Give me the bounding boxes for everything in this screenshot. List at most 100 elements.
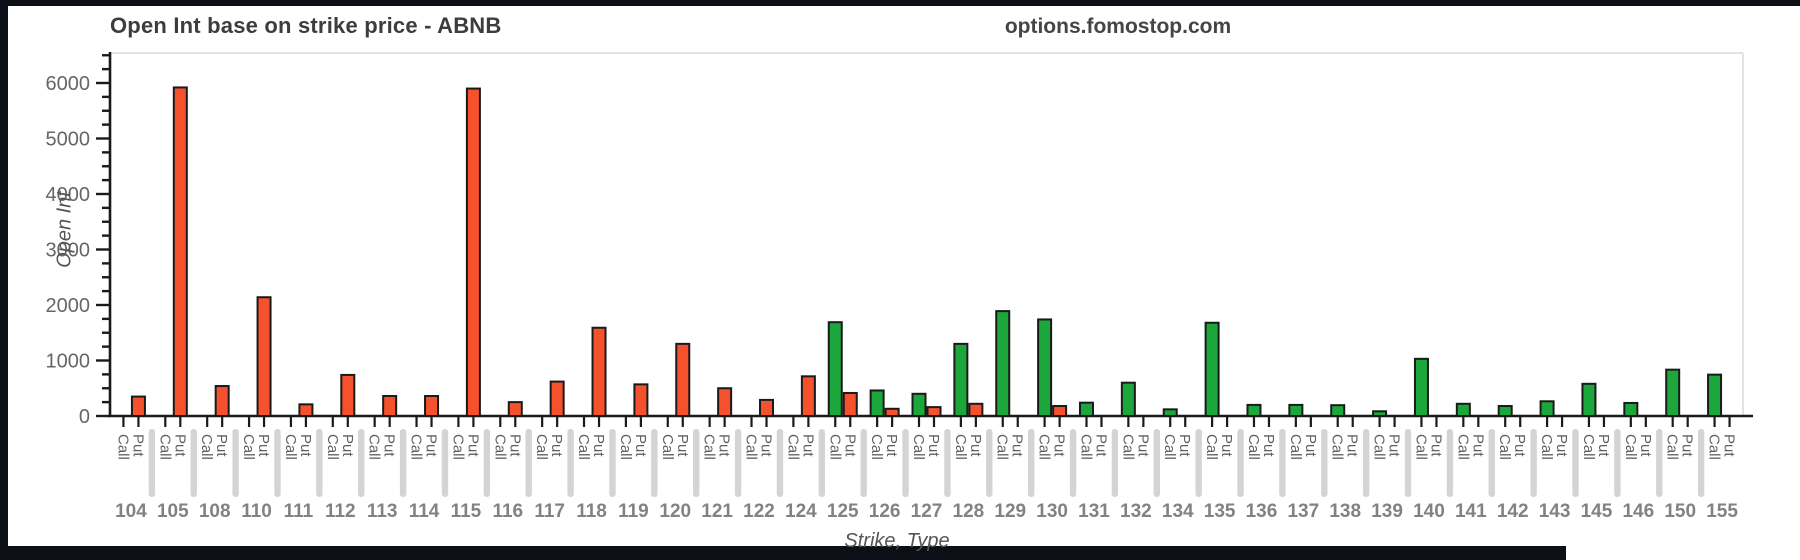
group-separator — [1404, 429, 1412, 497]
bar-put-122 — [759, 398, 775, 417]
group-separator — [693, 429, 700, 497]
bar-type-label: Call — [575, 434, 592, 460]
bar-type-label: Call — [659, 434, 676, 460]
group-separator — [1530, 429, 1537, 497]
bar-type-label: Put — [1092, 434, 1109, 457]
bar-type-label: Call — [114, 434, 131, 460]
bar-call-136 — [1246, 403, 1262, 417]
strike-label: 108 — [199, 501, 231, 522]
bar-put-116 — [507, 401, 523, 417]
bar-put-105 — [172, 86, 188, 417]
group-separator — [1321, 429, 1328, 497]
bar-put-128 — [968, 402, 984, 418]
strike-label: 118 — [576, 501, 607, 522]
bar-type-label: Call — [198, 434, 215, 460]
group-separator — [358, 429, 365, 497]
bar-type-label: Call — [784, 434, 801, 460]
bar-type-label: Call — [910, 434, 927, 460]
y-tick-label: 5000 — [46, 129, 91, 151]
bar-call-155 — [1707, 373, 1723, 417]
group-separator — [818, 429, 826, 497]
bar-type-label: Put — [297, 434, 314, 457]
strike-label: 134 — [1162, 501, 1194, 522]
group-separator — [1069, 429, 1077, 497]
strike-label: 130 — [1036, 501, 1068, 522]
strike-label: 129 — [994, 501, 1026, 522]
bar-put-130 — [1052, 405, 1068, 418]
strike-label: 138 — [1329, 501, 1361, 522]
bar-call-141 — [1455, 402, 1471, 418]
bar-type-label: Put — [1386, 434, 1403, 457]
bar-call-130 — [1037, 318, 1053, 417]
bar-put-114 — [424, 395, 440, 417]
group-separator — [148, 429, 156, 497]
strike-label: 125 — [827, 501, 859, 522]
bar-type-label: Call — [324, 434, 341, 460]
bar-call-126 — [869, 389, 885, 418]
group-separator — [1279, 429, 1286, 497]
group-separator — [1153, 429, 1160, 497]
group-separator — [902, 429, 909, 497]
bar-type-label: Call — [743, 434, 760, 460]
y-tick-label: 6000 — [46, 73, 91, 95]
bar-call-125 — [827, 321, 843, 417]
bar-type-label: Put — [1679, 434, 1696, 457]
strike-label: 142 — [1497, 501, 1529, 522]
group-separator — [1697, 429, 1705, 497]
bar-type-label: Call — [1664, 434, 1681, 460]
bar-type-label: Call — [1036, 434, 1053, 460]
strike-label: 137 — [1287, 501, 1319, 522]
bar-type-label: Put — [758, 434, 775, 457]
bar-type-label: Call — [1077, 434, 1094, 460]
bar-put-127 — [926, 406, 942, 417]
group-separator — [1572, 429, 1579, 497]
y-tick-label: 2000 — [46, 295, 91, 317]
strike-label: 131 — [1078, 501, 1110, 522]
group-separator — [944, 429, 951, 497]
bar-type-label: Put — [883, 434, 900, 457]
group-separator — [190, 429, 197, 497]
strike-label: 114 — [409, 501, 440, 522]
bar-type-label: Put — [1511, 434, 1528, 457]
y-tick-label: 0 — [79, 406, 90, 428]
bar-call-131 — [1078, 401, 1094, 417]
bar-type-label: Put — [1302, 434, 1319, 457]
bar-type-label: Call — [1412, 434, 1429, 460]
group-separator — [734, 429, 742, 497]
group-separator — [860, 429, 867, 497]
strike-label: 126 — [869, 501, 901, 522]
bar-type-label: Put — [339, 434, 356, 457]
bar-type-label: Put — [213, 434, 230, 457]
bar-type-label: Put — [632, 434, 649, 457]
bar-put-110 — [256, 296, 272, 418]
bar-type-label: Put — [1009, 434, 1026, 457]
bar-type-label: Call — [156, 434, 173, 460]
bar-call-142 — [1497, 405, 1513, 418]
bar-type-label: Put — [171, 434, 188, 457]
bar-type-label: Put — [925, 434, 942, 457]
bar-type-label: Call — [1496, 434, 1513, 460]
group-separator — [441, 429, 449, 497]
bar-type-label: Put — [1260, 434, 1277, 457]
bar-type-label: Put — [1553, 434, 1570, 457]
bar-type-label: Call — [1538, 434, 1555, 460]
bar-call-132 — [1120, 381, 1136, 418]
y-axis-title: Open Int — [53, 191, 76, 268]
bar-type-label: Call — [1245, 434, 1262, 460]
bar-put-125 — [842, 391, 858, 417]
bar-type-label: Put — [1051, 434, 1068, 457]
bar-type-label: Put — [590, 434, 607, 457]
bar-call-128 — [953, 342, 969, 418]
group-separator — [1614, 429, 1621, 497]
bar-type-label: Call — [826, 434, 843, 460]
bar-type-label: Call — [952, 434, 969, 460]
strike-label: 128 — [953, 501, 985, 522]
strike-label: 141 — [1455, 501, 1487, 522]
strike-label: 111 — [284, 501, 314, 522]
bar-put-124 — [800, 375, 816, 418]
strike-label: 105 — [157, 501, 189, 522]
group-separator — [609, 429, 616, 497]
strike-label: 113 — [367, 501, 398, 522]
group-separator — [1362, 429, 1370, 497]
